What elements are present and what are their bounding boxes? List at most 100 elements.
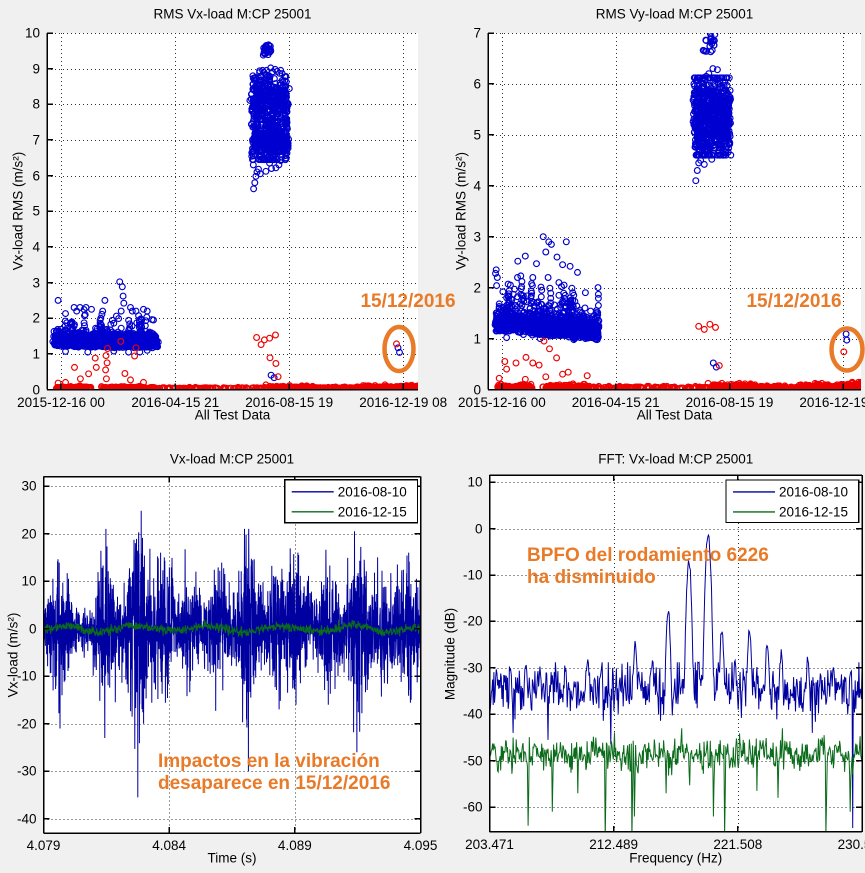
chart-rms-vy [487, 32, 865, 391]
y-tick-label: 4 [32, 239, 40, 255]
y-tick-label: 7 [32, 132, 40, 148]
y-tick-label: -40 [462, 706, 483, 722]
chart-vx-time: 2016-08-10 2016-12-15 [42, 475, 422, 834]
y-tick-label: 5 [32, 203, 40, 219]
y-tick-label: 7 [473, 25, 481, 41]
x-tick-label: 4.089 [277, 838, 312, 853]
y-tick-label: -40 [16, 811, 37, 827]
chart-rms-vx-annotation: 15/12/2016 [360, 291, 456, 312]
axes [488, 474, 863, 833]
series-vx-rms-noload [52, 331, 418, 390]
tick-marks [47, 32, 404, 391]
y-tick-label: -30 [16, 763, 37, 779]
x-tick-label: 221.508 [713, 836, 763, 852]
chart-rms-vx [46, 32, 418, 391]
chart-fft-vx-annotation: BPFO del rodamiento 6226 ha disminuido [527, 545, 769, 589]
x-tick-label: 4.095 [403, 838, 438, 853]
y-tick-label: 5 [473, 127, 481, 143]
chart-rms-vy-annotation: 15/12/2016 [746, 291, 842, 312]
y-tick-label: 1 [32, 346, 40, 362]
legend: 2016-08-10 2016-12-15 [284, 479, 419, 524]
chart-vx-time-title: Vx-load M:CP 25001 [169, 451, 295, 467]
series-fft-2016-12-15 [489, 728, 862, 832]
x-tick-label: 2016-12-19 08 [799, 394, 865, 410]
chart-fft-vx: 2016-08-10 2016-12-15 [488, 474, 863, 833]
x-tick-label: 2016-08-15 19 [685, 394, 774, 410]
y-tick-label: 0 [473, 382, 481, 397]
chart-rms-vy-ylabel: Vy-load RMS (m/s²) [453, 152, 469, 271]
y-tick-label: 9 [32, 61, 40, 77]
y-tick-label: -10 [462, 567, 483, 583]
y-tick-label: 2 [32, 310, 40, 326]
chart-vx-time-ylabel: Vx-load (m/s²) [5, 612, 21, 698]
chart-rms-vx-ylabel: Vx-load RMS (m/s²) [10, 151, 26, 271]
y-tick-label: 8 [32, 96, 40, 112]
series-vy-rms-load [491, 33, 851, 371]
chart-rms-vx-title: RMS Vx-load M:CP 25001 [153, 6, 312, 22]
y-tick-label: -10 [16, 668, 37, 684]
x-tick-label: 4.079 [26, 838, 61, 853]
y-tick-label: 10 [21, 573, 37, 589]
annotation-line: Impactos en la vibración [158, 751, 380, 772]
chart-rms-vx-xlabel: All Test Data [194, 407, 271, 423]
chart-rms-vy-xlabel: All Test Data [636, 407, 713, 423]
y-tick-label: 30 [21, 478, 37, 494]
x-tick-label: 2015-12-16 00 [457, 394, 546, 410]
chart-fft-vx-title: FFT: Vx-load M:CP 25001 [598, 451, 754, 467]
y-tick-label: 10 [24, 25, 40, 41]
highlight-ellipse [829, 326, 865, 373]
y-tick-label: -30 [462, 660, 483, 676]
axes [487, 33, 861, 391]
y-tick-label: 0 [32, 382, 40, 397]
y-tick-label: 3 [473, 229, 481, 245]
chart-rms-vy-title: RMS Vy-load M:CP 25001 [595, 6, 754, 22]
series [491, 33, 861, 390]
chart-vx-time-xlabel: Time (s) [207, 850, 257, 866]
annotation-line: BPFO del rodamiento 6226 [527, 545, 769, 566]
x-tick-label: 203.471 [465, 836, 514, 852]
x-tick-label: 212.489 [589, 836, 639, 852]
y-tick-label: 6 [32, 168, 40, 184]
y-tick-label: -20 [462, 613, 483, 629]
legend-label: 2016-12-15 [779, 504, 848, 519]
x-tick-label: 2015-12-16 00 [17, 394, 105, 410]
series [43, 510, 421, 798]
tick-marks [488, 475, 863, 832]
x-tick-label: 230.527 [837, 836, 865, 852]
y-tick-label: 0 [28, 621, 37, 637]
y-tick-label: -50 [462, 753, 483, 769]
y-tick-label: 2 [473, 280, 481, 296]
y-tick-label: 1 [473, 331, 481, 347]
legend-label: 2016-08-10 [779, 484, 848, 499]
axes [42, 475, 422, 834]
y-tick-label: 4 [473, 178, 481, 194]
y-tick-label: -60 [462, 799, 483, 815]
y-tick-label: -20 [16, 716, 37, 732]
series [489, 533, 862, 832]
tick-marks [488, 32, 845, 391]
x-tick-label: 2016-12-19 08 [359, 394, 448, 410]
y-tick-label: 6 [473, 76, 481, 92]
chart-vx-time-annotation: Impactos en la vibración desaparece en 1… [158, 751, 390, 795]
x-tick-label: 2016-04-15 21 [571, 394, 660, 410]
x-tick-label: 2016-04-15 21 [131, 394, 220, 410]
legend-label: 2016-08-10 [338, 484, 407, 499]
highlight-ellipse [382, 324, 416, 374]
series-fft-2016-08-10 [489, 533, 862, 829]
series-vx-2016-12-15 [43, 619, 421, 638]
y-tick-label: 0 [474, 521, 483, 537]
legend-label: 2016-12-15 [338, 504, 407, 519]
chart-fft-vx-ylabel: Magnitude (dB) [442, 607, 458, 700]
annotation-line: ha disminuido [527, 567, 656, 588]
y-tick-label: 3 [32, 275, 40, 291]
annotation-line: desaparece en 15/12/2016 [158, 773, 391, 794]
series-vy-rms-noload [494, 320, 861, 390]
series [49, 41, 418, 390]
chart-fft-vx-xlabel: Frequency (Hz) [629, 850, 723, 866]
tick-marks [42, 476, 422, 833]
y-tick-label: 10 [467, 474, 483, 490]
series-vx-rms-load [49, 41, 403, 382]
x-tick-label: 2016-08-15 19 [245, 394, 334, 410]
